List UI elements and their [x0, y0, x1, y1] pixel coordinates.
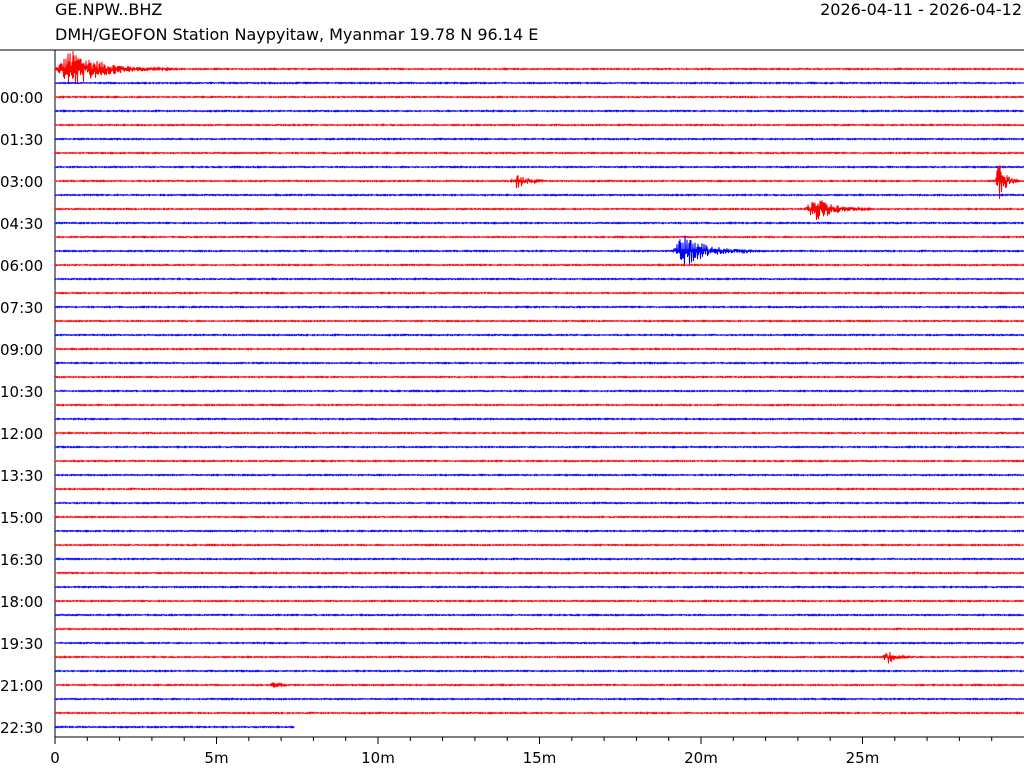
x-tick-label: 25m	[846, 749, 880, 767]
date-range: 2026-04-11 - 2026-04-12	[820, 0, 1022, 19]
x-tick-label: 0	[50, 749, 60, 767]
trace-line-4	[54, 123, 1024, 127]
trace-line-38	[54, 598, 1024, 603]
trace-line-43	[54, 669, 1024, 673]
trace-line-3	[54, 109, 1024, 113]
trace-line-6	[54, 150, 1024, 155]
trace-line-13	[54, 235, 1024, 267]
trace-line-7	[54, 165, 1024, 169]
trace-line-29	[54, 473, 1024, 477]
trace-line-25	[54, 417, 1024, 421]
trace-line-45	[54, 696, 1024, 701]
trace-line-39	[54, 613, 1024, 617]
trace-line-12	[54, 235, 1024, 239]
trace-line-34	[54, 543, 1024, 547]
hour-label: 21:00	[0, 677, 43, 695]
trace-line-36	[54, 571, 1024, 575]
trace-line-1	[54, 80, 1024, 85]
trace-line-42	[54, 651, 1024, 664]
trace-line-16	[54, 290, 1024, 295]
x-tick-label: 20m	[684, 749, 718, 767]
trace-line-5	[54, 136, 1024, 141]
trace-line-11	[54, 221, 1024, 225]
trace-line-9	[54, 192, 1024, 197]
hour-label: 19:30	[0, 635, 43, 653]
trace-line-32	[54, 514, 1024, 519]
trace-line-40	[54, 627, 1024, 631]
trace-line-35	[54, 556, 1024, 561]
trace-line-15	[54, 277, 1024, 281]
trace-line-24	[54, 403, 1024, 407]
trace-line-17	[54, 305, 1024, 309]
hour-label: 18:00	[0, 593, 43, 611]
trace-line-8	[54, 165, 1024, 199]
hour-label: 07:30	[0, 299, 43, 317]
hour-label: 01:30	[0, 131, 43, 149]
hour-label: 22:30	[0, 719, 43, 737]
trace-line-2	[54, 95, 1024, 99]
hour-label: 10:30	[0, 383, 43, 401]
trace-line-26	[54, 431, 1024, 435]
x-axis: 0 5m 10m 15m 20m 25m	[50, 737, 993, 767]
trace-group	[54, 50, 1024, 729]
trace-line-22	[55, 375, 1024, 379]
trace-line-23	[54, 389, 1024, 393]
trace-line-21	[54, 360, 1024, 365]
hour-label-group: 00:00 01:30 03:00 04:30 06:00 07:30 09:00 10:30…	[0, 89, 43, 737]
trace-line-33	[54, 529, 1024, 533]
trace-line-27	[54, 445, 1024, 449]
hour-label: 09:00	[0, 341, 43, 359]
hour-label: 16:30	[0, 551, 43, 569]
trace-line-14	[54, 263, 1024, 267]
hour-label: 13:30	[0, 467, 43, 485]
trace-line-47	[54, 725, 295, 729]
hour-label: 12:00	[0, 425, 43, 443]
hour-label: 03:00	[0, 173, 43, 191]
trace-line-44	[54, 681, 1024, 688]
hour-label: 06:00	[0, 257, 43, 275]
x-tick-label: 15m	[523, 749, 557, 767]
trace-line-20	[54, 347, 1024, 351]
trace-line-31	[54, 501, 1024, 505]
hour-label: 15:00	[0, 509, 43, 527]
trace-line-30	[54, 487, 1024, 491]
trace-line-46	[54, 711, 1024, 715]
x-tick-label: 10m	[361, 749, 395, 767]
trace-line-0	[54, 50, 1024, 85]
trace-line-28	[54, 459, 1024, 463]
trace-line-18	[54, 319, 1024, 323]
trace-line-41	[54, 641, 1024, 645]
station-code: GE.NPW..BHZ	[55, 0, 163, 19]
trace-line-19	[54, 333, 1024, 337]
hour-label: 04:30	[0, 215, 43, 233]
trace-line-10	[54, 200, 1024, 220]
trace-line-37	[54, 585, 1024, 589]
x-tick-label: 5m	[204, 749, 228, 767]
hour-label: 00:00	[0, 89, 43, 107]
station-description: DMH/GEOFON Station Naypyitaw, Myanmar 19…	[55, 25, 539, 44]
